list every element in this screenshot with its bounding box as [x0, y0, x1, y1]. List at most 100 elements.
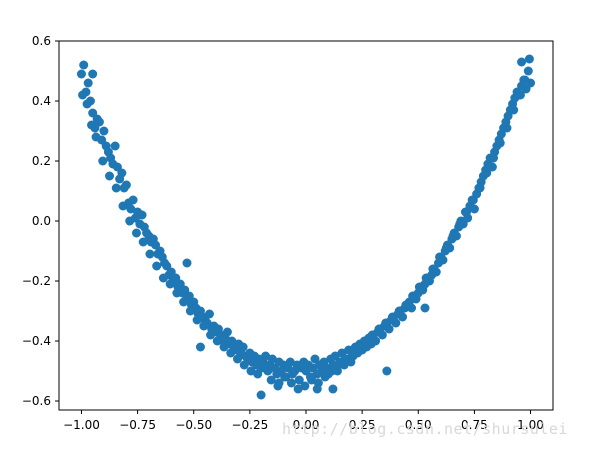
data-point	[274, 378, 284, 388]
data-point	[320, 372, 330, 382]
data-point	[246, 366, 256, 376]
y-tick-label: 0.2	[32, 154, 51, 168]
data-point	[131, 228, 141, 238]
data-point	[212, 336, 222, 346]
data-point	[328, 384, 338, 394]
data-point	[79, 60, 89, 70]
x-tick-label: 0.25	[349, 418, 376, 432]
data-point	[312, 384, 322, 394]
data-point	[495, 138, 505, 148]
data-point	[145, 249, 155, 259]
data-point	[387, 312, 397, 322]
data-point	[138, 237, 148, 247]
x-tick-label: −1.00	[63, 418, 100, 432]
data-point	[117, 168, 127, 178]
data-point	[185, 306, 195, 316]
data-point	[158, 273, 168, 283]
data-point	[293, 384, 303, 394]
data-point	[327, 366, 337, 376]
data-point	[172, 288, 182, 298]
data-point	[118, 201, 128, 211]
data-point	[428, 264, 438, 274]
data-point	[182, 258, 192, 268]
data-point	[280, 372, 290, 382]
data-point	[88, 69, 98, 79]
data-point	[524, 54, 534, 64]
data-point	[76, 69, 86, 79]
data-point	[347, 348, 357, 358]
data-point	[82, 99, 92, 109]
y-tick-label: 0.4	[32, 94, 51, 108]
data-point	[367, 330, 377, 340]
data-point	[382, 366, 392, 376]
data-point	[256, 390, 266, 400]
data-point	[401, 300, 411, 310]
data-point	[110, 141, 120, 151]
data-point	[219, 342, 229, 352]
data-point	[286, 378, 296, 388]
data-point	[99, 126, 109, 136]
data-point	[222, 327, 232, 337]
y-tick-label: −0.6	[22, 394, 51, 408]
data-point	[307, 375, 317, 385]
data-point	[487, 162, 497, 172]
data-point	[509, 105, 519, 115]
data-point	[294, 375, 304, 385]
data-point	[91, 132, 101, 142]
data-point	[83, 78, 93, 88]
data-point	[361, 336, 370, 346]
data-point	[381, 318, 391, 328]
x-tick-label: −0.50	[175, 418, 212, 432]
x-tick-label: −0.25	[231, 418, 268, 432]
y-axis: −0.6 −0.4 −0.2 0.0 0.2 0.4 0.6	[22, 34, 59, 408]
data-point	[266, 375, 276, 385]
x-tick-label: 0.75	[461, 418, 488, 432]
data-point	[469, 204, 479, 214]
data-point	[374, 324, 384, 334]
data-point	[204, 309, 214, 319]
y-tick-label: 0.6	[32, 34, 51, 48]
data-point	[261, 351, 271, 361]
data-point	[165, 279, 175, 289]
data-point	[394, 306, 404, 316]
data-point	[179, 297, 189, 307]
data-point	[523, 66, 533, 76]
data-point	[468, 195, 478, 205]
data-point	[192, 315, 202, 325]
data-point	[435, 252, 445, 262]
data-point	[455, 219, 465, 229]
data-point	[515, 90, 525, 100]
data-point	[340, 354, 350, 364]
data-point	[420, 303, 430, 313]
x-tick-label: 0.50	[405, 418, 432, 432]
data-point	[462, 207, 472, 217]
data-point	[334, 360, 344, 370]
data-point	[300, 381, 310, 391]
data-point	[111, 183, 121, 193]
scatter-points	[76, 54, 536, 400]
data-point	[421, 273, 431, 283]
data-point	[98, 156, 108, 166]
data-point	[125, 216, 135, 226]
data-point	[354, 342, 364, 352]
data-point	[78, 90, 88, 100]
data-point	[195, 342, 205, 352]
data-point	[520, 75, 530, 85]
data-point	[238, 342, 248, 352]
x-tick-label: 0.00	[293, 418, 320, 432]
data-point	[285, 357, 295, 367]
data-point	[233, 354, 243, 364]
data-point	[489, 153, 498, 163]
data-point	[502, 123, 512, 133]
data-point	[94, 117, 104, 127]
data-point	[105, 171, 115, 181]
data-point	[253, 369, 263, 379]
data-point	[128, 195, 138, 205]
x-axis: −1.00 −0.75 −0.50 −0.25 0.00 0.25 0.50 0.75 1.00	[63, 410, 544, 432]
data-point	[441, 243, 451, 253]
data-point	[448, 231, 458, 241]
data-point	[267, 354, 277, 364]
data-point	[206, 330, 216, 340]
y-tick-label: 0.0	[32, 214, 51, 228]
